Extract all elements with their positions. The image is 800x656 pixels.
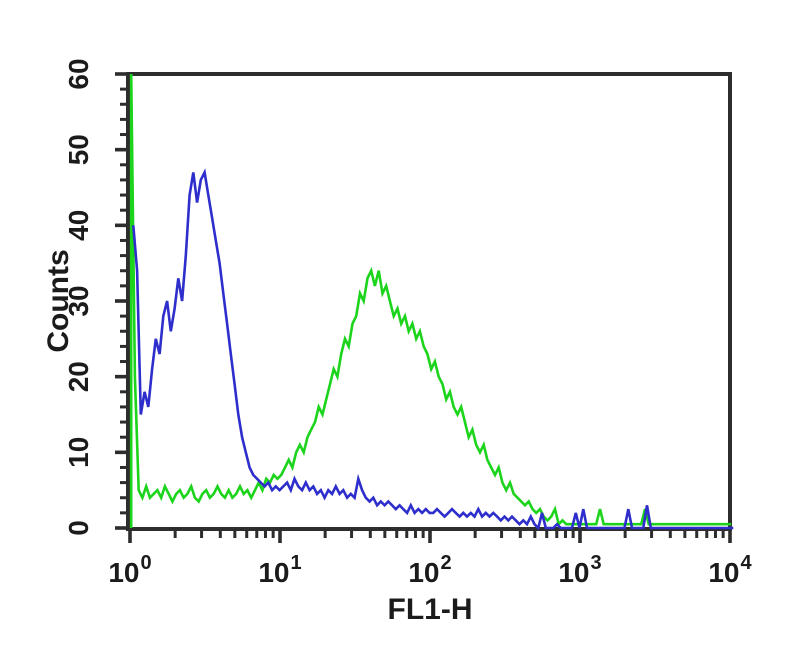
y-tick-label: 0 xyxy=(63,520,94,536)
x-tick-label: 103 xyxy=(558,552,601,588)
y-tick-label: 60 xyxy=(63,58,94,89)
plot-border xyxy=(126,72,732,531)
x-tick-label: 101 xyxy=(258,552,301,588)
y-tick-label: 10 xyxy=(63,437,94,468)
x-tick-label: 104 xyxy=(708,552,752,588)
curves xyxy=(129,73,734,531)
x-axis-title: FL1-H xyxy=(388,593,473,626)
x-tick-label: 102 xyxy=(408,552,451,588)
series-blue-curve xyxy=(132,168,734,531)
y-tick-label: 50 xyxy=(63,134,94,165)
y-axis-title: Counts xyxy=(42,249,75,352)
y-tick-label: 20 xyxy=(63,361,94,392)
y-tick-label: 40 xyxy=(63,210,94,241)
tick-labels: 0 10 20 30 40 50 60 100 101 102 103 104 xyxy=(63,58,753,588)
y-tick-label: 30 xyxy=(63,285,94,316)
x-tick-label: 100 xyxy=(108,552,151,588)
axes xyxy=(126,72,732,531)
tick-marks xyxy=(115,72,732,543)
series-green-curve xyxy=(129,73,732,528)
